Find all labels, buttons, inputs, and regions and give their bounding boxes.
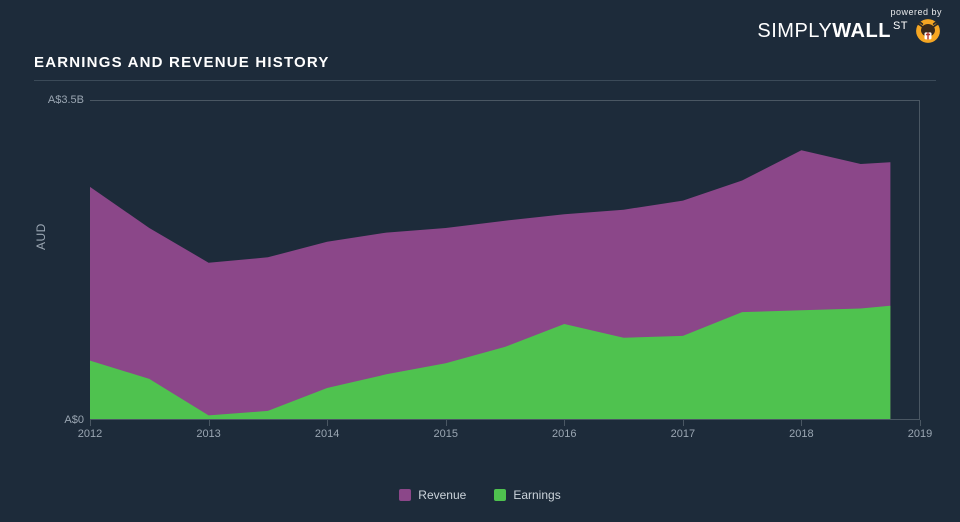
brand-row: SIMPLYWALLST: [757, 17, 942, 45]
powered-by-label: powered by: [757, 8, 942, 17]
x-tick-label: 2018: [789, 428, 813, 440]
chart-plot-area: A$0A$3.5B2012201320142015201620172018201…: [90, 100, 920, 420]
chart-title: EARNINGS AND REVENUE HISTORY: [34, 54, 330, 71]
legend-item-revenue: Revenue: [399, 488, 466, 502]
legend-label-revenue: Revenue: [418, 488, 466, 502]
legend-swatch-revenue: [399, 489, 411, 501]
x-tick-label: 2017: [671, 428, 695, 440]
y-axis-label: AUD: [34, 223, 48, 250]
brand-st: ST: [893, 20, 908, 32]
y-tick-label: A$0: [64, 414, 84, 426]
bull-icon: [914, 17, 942, 45]
x-tick-label: 2013: [196, 428, 220, 440]
y-tick-label: A$3.5B: [48, 94, 84, 106]
brand-text: SIMPLYWALLST: [757, 21, 908, 41]
x-tick-label: 2019: [908, 428, 932, 440]
x-tick-label: 2014: [315, 428, 339, 440]
x-tick-label: 2015: [433, 428, 457, 440]
legend-item-earnings: Earnings: [494, 488, 560, 502]
x-tick-label: 2012: [78, 428, 102, 440]
title-divider: [34, 80, 936, 81]
legend: Revenue Earnings: [0, 488, 960, 502]
brand-wall: WALL: [832, 20, 891, 42]
legend-swatch-earnings: [494, 489, 506, 501]
legend-label-earnings: Earnings: [513, 488, 560, 502]
plot-border: [90, 100, 920, 420]
x-tick-label: 2016: [552, 428, 576, 440]
brand-logo: powered by SIMPLYWALLST: [757, 8, 942, 45]
brand-simply: SIMPLY: [757, 20, 832, 42]
chart-page: powered by SIMPLYWALLST EARNINGS AND REV…: [0, 0, 960, 522]
